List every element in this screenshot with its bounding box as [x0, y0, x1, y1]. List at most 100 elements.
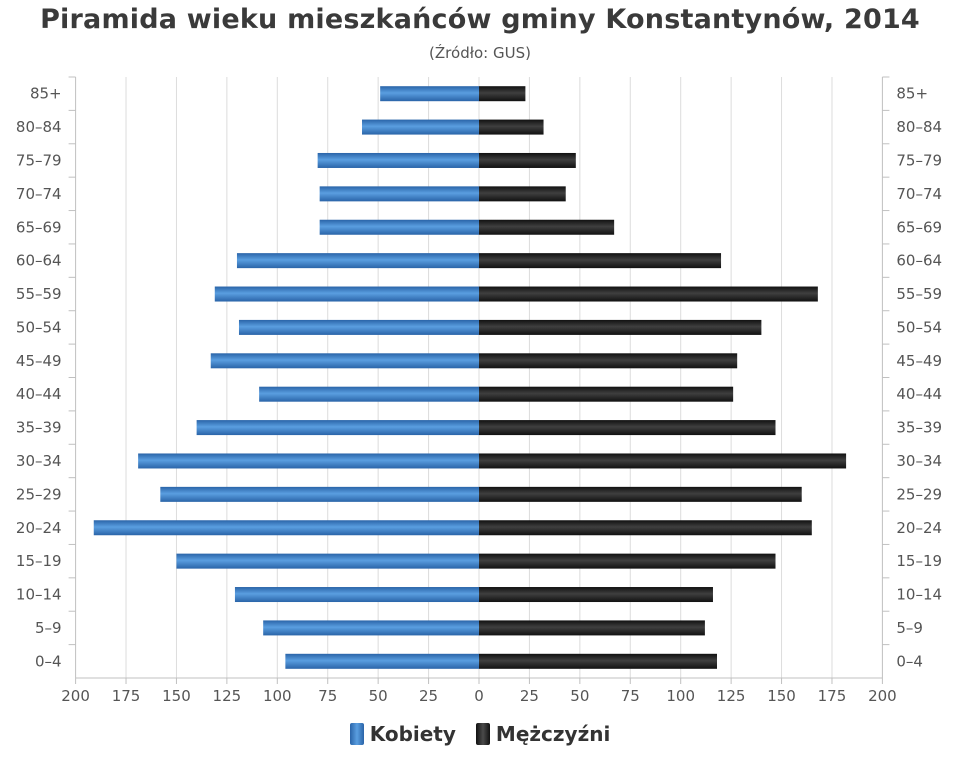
- x-tick-label: 150: [162, 687, 191, 705]
- x-tick-label: 125: [717, 687, 746, 705]
- y-category-label-left: 40–44: [16, 385, 62, 403]
- bar-kobiety[interactable]: [259, 386, 479, 402]
- y-category-label-right: 10–14: [896, 586, 942, 604]
- bar-kobiety[interactable]: [362, 119, 479, 135]
- bar-kobiety[interactable]: [380, 86, 479, 102]
- axes: [68, 76, 890, 684]
- bar-mezczyzni[interactable]: [479, 520, 812, 536]
- legend-item-kobiety[interactable]: Kobiety: [349, 722, 456, 746]
- y-category-label-right: 0–4: [896, 652, 923, 670]
- x-tick-label: 100: [666, 687, 695, 705]
- y-category-label-left: 15–19: [16, 552, 62, 570]
- x-tick-label: 175: [818, 687, 847, 705]
- x-tick-label: 125: [213, 687, 242, 705]
- y-category-label-left: 20–24: [16, 519, 62, 537]
- bar-kobiety[interactable]: [214, 286, 479, 302]
- legend: Kobiety Mężczyźni: [0, 722, 960, 746]
- bar-mezczyzni[interactable]: [479, 119, 544, 135]
- x-tick-label: 25: [520, 687, 539, 705]
- bar-mezczyzni[interactable]: [479, 186, 566, 202]
- y-category-label-left: 35–39: [16, 419, 62, 437]
- y-category-label-left: 10–14: [16, 586, 62, 604]
- y-category-label-left: 5–9: [35, 619, 62, 637]
- bar-kobiety[interactable]: [285, 653, 479, 669]
- y-category-label-right: 20–24: [896, 519, 942, 537]
- bar-mezczyzni[interactable]: [479, 353, 738, 369]
- legend-swatch-kobiety: [349, 723, 364, 745]
- y-category-label-right: 40–44: [896, 385, 942, 403]
- y-category-label-left: 25–29: [16, 485, 62, 503]
- bar-mezczyzni[interactable]: [479, 420, 776, 436]
- y-category-label-right: 80–84: [896, 118, 942, 136]
- y-category-label-left: 65–69: [16, 218, 62, 236]
- bar-mezczyzni[interactable]: [479, 453, 847, 469]
- y-category-label-left: 50–54: [16, 318, 62, 336]
- x-tick-label: 25: [419, 687, 438, 705]
- bar-kobiety[interactable]: [319, 219, 479, 235]
- y-category-label-right: 85+: [896, 85, 928, 103]
- bar-mezczyzni[interactable]: [479, 152, 576, 168]
- x-tick-label: 75: [318, 687, 337, 705]
- y-category-label-right: 75–79: [896, 151, 942, 169]
- bar-mezczyzni[interactable]: [479, 319, 762, 335]
- x-tick-label: 50: [570, 687, 589, 705]
- y-category-label-right: 60–64: [896, 252, 942, 270]
- bar-kobiety[interactable]: [196, 420, 479, 436]
- bar-mezczyzni[interactable]: [479, 286, 818, 302]
- y-category-label-right: 65–69: [896, 218, 942, 236]
- y-category-label-left: 30–34: [16, 452, 62, 470]
- bar-mezczyzni[interactable]: [479, 553, 776, 569]
- chart-subtitle: (Źródło: GUS): [429, 44, 531, 62]
- bar-mezczyzni[interactable]: [479, 653, 718, 669]
- bar-mezczyzni[interactable]: [479, 486, 802, 502]
- y-category-label-left: 0–4: [35, 652, 62, 670]
- bar-kobiety[interactable]: [234, 587, 479, 603]
- x-tick-label: 50: [369, 687, 388, 705]
- x-tick-label: 75: [621, 687, 640, 705]
- y-category-label-left: 60–64: [16, 252, 62, 270]
- bar-kobiety[interactable]: [317, 152, 479, 168]
- x-tick-label: 175: [112, 687, 141, 705]
- y-category-label-right: 45–49: [896, 352, 942, 370]
- y-category-label-right: 25–29: [896, 485, 942, 503]
- bar-kobiety[interactable]: [93, 520, 480, 536]
- y-category-label-left: 80–84: [16, 118, 62, 136]
- bar-kobiety[interactable]: [210, 353, 479, 369]
- y-category-label-right: 30–34: [896, 452, 942, 470]
- grid-lines: [125, 77, 833, 678]
- y-category-label-left: 45–49: [16, 352, 62, 370]
- bar-kobiety[interactable]: [138, 453, 479, 469]
- bar-mezczyzni[interactable]: [479, 253, 722, 269]
- bar-kobiety[interactable]: [238, 319, 479, 335]
- x-tick-label: 200: [61, 687, 90, 705]
- bar-kobiety[interactable]: [160, 486, 479, 502]
- x-tick-label: 100: [263, 687, 292, 705]
- y-category-label-right: 50–54: [896, 318, 942, 336]
- x-tick-label: 0: [474, 687, 484, 705]
- y-category-label-right: 5–9: [896, 619, 923, 637]
- bar-kobiety[interactable]: [176, 553, 479, 569]
- legend-label-kobiety: Kobiety: [369, 722, 456, 746]
- bar-mezczyzni[interactable]: [479, 386, 734, 402]
- bar-mezczyzni[interactable]: [479, 86, 526, 102]
- bar-kobiety[interactable]: [319, 186, 479, 202]
- bar-kobiety[interactable]: [263, 620, 479, 636]
- legend-item-mezczyzni[interactable]: Mężczyźni: [475, 722, 611, 746]
- legend-label-mezczyzni: Mężczyźni: [495, 722, 611, 746]
- y-category-label-right: 35–39: [896, 419, 942, 437]
- x-tick-label: 200: [868, 687, 897, 705]
- bar-kobiety[interactable]: [236, 253, 479, 269]
- legend-swatch-mezczyzni: [475, 723, 490, 745]
- x-tick-label: 150: [767, 687, 796, 705]
- bar-mezczyzni[interactable]: [479, 587, 713, 603]
- y-category-label-right: 70–74: [896, 185, 942, 203]
- y-category-label-left: 85+: [30, 85, 62, 103]
- bars: [93, 86, 847, 669]
- y-category-label-left: 70–74: [16, 185, 62, 203]
- y-category-label-left: 55–59: [16, 285, 62, 303]
- bar-mezczyzni[interactable]: [479, 620, 705, 636]
- bar-mezczyzni[interactable]: [479, 219, 615, 235]
- y-category-label-right: 55–59: [896, 285, 942, 303]
- axis-labels: 200 175 150 125 100 75 50 25 0 25 50 75 100 125 150 175…: [16, 85, 942, 705]
